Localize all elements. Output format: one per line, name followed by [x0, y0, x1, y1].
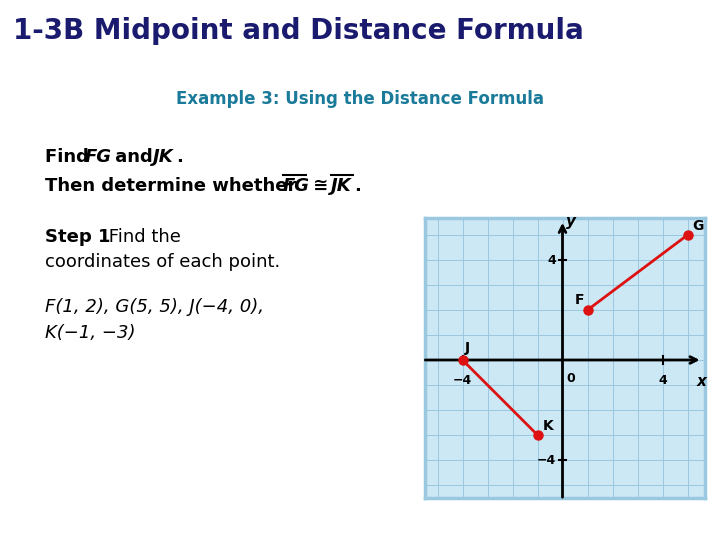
- Text: −4: −4: [537, 454, 557, 467]
- Text: JK: JK: [331, 177, 352, 194]
- Text: Find: Find: [45, 148, 95, 166]
- Text: and: and: [109, 148, 159, 166]
- Text: FG: FG: [283, 177, 310, 194]
- Text: FG: FG: [85, 148, 112, 166]
- Text: coordinates of each point.: coordinates of each point.: [45, 253, 280, 271]
- Text: −4: −4: [453, 374, 472, 387]
- Text: J: J: [465, 341, 470, 355]
- Text: Example 3: Using the Distance Formula: Example 3: Using the Distance Formula: [176, 90, 544, 108]
- Text: .: .: [354, 177, 361, 194]
- Text: y: y: [566, 214, 576, 229]
- Text: K: K: [542, 418, 553, 433]
- Text: x: x: [696, 374, 706, 389]
- Text: JK: JK: [153, 148, 174, 166]
- Text: F: F: [575, 294, 585, 307]
- Text: 4: 4: [547, 253, 557, 267]
- Text: 0: 0: [566, 373, 575, 386]
- Text: 1-3B Midpoint and Distance Formula: 1-3B Midpoint and Distance Formula: [13, 17, 584, 45]
- Text: .: .: [176, 148, 183, 166]
- Text: Find the: Find the: [103, 228, 181, 246]
- Text: F(1, 2), G(5, 5), J(−4, 0),: F(1, 2), G(5, 5), J(−4, 0),: [45, 298, 264, 316]
- Text: K(−1, −3): K(−1, −3): [45, 323, 135, 342]
- Text: 4: 4: [658, 374, 667, 387]
- Text: Step 1: Step 1: [45, 228, 110, 246]
- Text: G: G: [693, 219, 704, 233]
- Text: Then determine whether: Then determine whether: [45, 177, 302, 194]
- Text: ≅: ≅: [307, 177, 335, 194]
